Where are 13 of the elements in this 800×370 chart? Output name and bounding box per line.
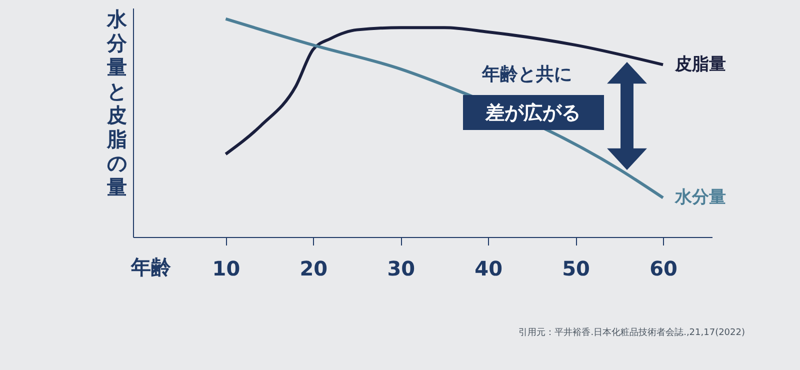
x-tick-label: 30 [387, 256, 416, 280]
x-tick-label: 20 [300, 256, 328, 280]
y-axis-title: 水分量と皮脂の量 [106, 7, 128, 199]
x-tick-label: 10 [212, 256, 240, 280]
x-axis-title: 年齢 [130, 255, 172, 279]
x-tick-label: 60 [650, 256, 678, 280]
x-tick-label: 40 [474, 256, 503, 280]
x-tick-label: 50 [562, 256, 590, 280]
series-label: 皮脂量 [674, 54, 726, 75]
text: 引用元：平井裕香.日本化粧品技術者会誌.,21,17(2022) [518, 327, 745, 338]
annotation: 差が広がる [484, 102, 580, 124]
series-label: 水分量 [674, 188, 726, 208]
annotation: 年齢と共に [481, 64, 572, 85]
